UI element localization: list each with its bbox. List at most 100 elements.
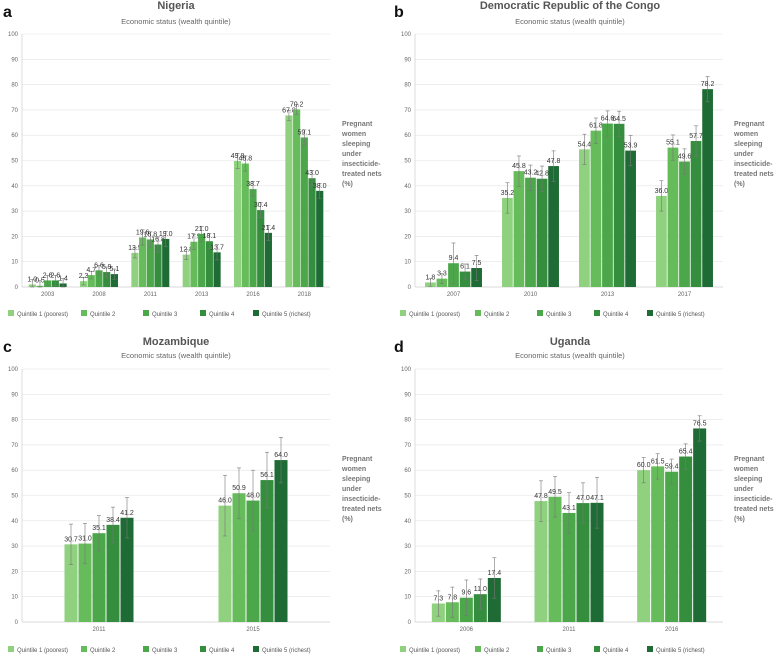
y-tick-label: 60 (404, 133, 411, 139)
legend-label: Quintile 3 (546, 648, 572, 654)
bar (257, 210, 265, 287)
legend-label: Quintile 4 (209, 648, 235, 654)
legend-swatch (143, 310, 149, 316)
y-tick-label: 30 (11, 544, 18, 550)
data-label: 1.8 (426, 274, 436, 281)
y-tick-label: 90 (11, 57, 18, 63)
y-tick-label: 50 (11, 494, 18, 500)
data-label: 16.8 (151, 236, 165, 243)
data-label: 49.8 (231, 153, 245, 160)
legend-swatch (200, 310, 206, 316)
y-tick-label: 70 (404, 108, 411, 114)
bar (64, 544, 78, 622)
y-tick-label: 0 (15, 620, 19, 626)
data-label: 47.8 (534, 493, 548, 500)
chart-subtitle: Economic status (wealth quintile) (515, 351, 625, 360)
y-tick-label: 10 (404, 260, 411, 266)
y-tick-label: 60 (11, 468, 18, 474)
bar (120, 517, 134, 622)
data-label: 17.4 (488, 570, 502, 577)
data-label: 54.4 (578, 141, 592, 148)
bar (232, 493, 246, 622)
data-label: 49.5 (548, 489, 562, 496)
bar (249, 189, 257, 287)
data-label: 43.0 (305, 170, 319, 177)
data-label: 78.2 (701, 81, 715, 88)
data-label: 47.0 (576, 495, 590, 502)
y-tick-label: 10 (11, 595, 18, 601)
bar (246, 500, 260, 622)
data-label: 45.8 (512, 163, 526, 170)
bar (87, 275, 95, 287)
legend-swatch (143, 646, 149, 652)
bar (625, 150, 636, 287)
chart-title: Democratic Republic of the Congo (480, 0, 661, 12)
data-label: 5.1 (110, 266, 120, 273)
x-tick-label: 2008 (92, 292, 106, 298)
side-axis-label: Pregnant women sleeping under insecticide-tr… (733, 456, 774, 523)
y-tick-label: 70 (11, 108, 18, 114)
y-tick-label: 80 (11, 83, 18, 89)
legend-label: Quintile 2 (90, 648, 116, 654)
data-label: 12.8 (179, 247, 193, 254)
side-axis-label: Pregnant women sleeping under insecticide-tr… (341, 456, 382, 523)
data-label: 57.7 (689, 133, 703, 140)
bar (513, 171, 525, 287)
data-label: 21.0 (195, 226, 209, 233)
x-tick-label: 2013 (195, 292, 209, 298)
legend-swatch (81, 310, 87, 316)
bar (300, 137, 308, 287)
bar (679, 161, 690, 287)
data-label: 13.7 (210, 244, 224, 251)
legend-label: Quintile 4 (603, 648, 629, 654)
data-label: 2.6 (43, 272, 53, 279)
bar (92, 533, 106, 622)
x-tick-label: 2011 (563, 627, 577, 633)
bar (103, 272, 111, 287)
data-label: 18.8 (144, 231, 158, 238)
bar (576, 503, 590, 622)
x-tick-label: 2016 (246, 292, 260, 298)
data-label: 3.3 (437, 271, 447, 278)
data-label: 13.5 (128, 245, 142, 252)
legend-label: Quintile 2 (90, 312, 116, 318)
side-axis-label: Pregnant women sleeping under insecticide-tr… (733, 121, 774, 188)
x-tick-label: 2011 (144, 292, 158, 298)
data-label: 59.1 (298, 129, 312, 136)
legend-swatch (475, 646, 481, 652)
y-tick-label: 30 (11, 209, 18, 215)
x-tick-label: 2016 (665, 627, 679, 633)
bar (95, 270, 103, 287)
legend-label: Quintile 5 (richest) (262, 648, 311, 654)
legend-swatch (8, 310, 14, 316)
bar (162, 238, 170, 287)
y-tick-label: 100 (8, 32, 19, 38)
data-label: 35.1 (92, 525, 106, 532)
y-tick-label: 100 (401, 32, 412, 38)
bar (139, 237, 147, 287)
data-label: 48.8 (238, 156, 252, 163)
y-tick-label: 0 (408, 285, 412, 291)
data-label: 30.7 (64, 536, 78, 543)
legend-swatch (647, 310, 653, 316)
data-label: 38.0 (313, 183, 327, 190)
data-label: 64.6 (601, 116, 615, 123)
y-tick-label: 20 (404, 234, 411, 240)
legend-label: Quintile 3 (152, 312, 178, 318)
y-tick-label: 10 (404, 595, 411, 601)
bar (590, 502, 604, 622)
legend-swatch (537, 646, 543, 652)
bar (260, 480, 274, 622)
bar (637, 470, 651, 622)
y-tick-label: 40 (11, 519, 18, 525)
data-label: 36.0 (655, 188, 669, 195)
data-label: 2.3 (79, 273, 89, 280)
data-label: 64.0 (274, 452, 288, 459)
chart-title: Nigeria (157, 0, 195, 12)
bar (667, 147, 679, 287)
data-label: 21.4 (262, 225, 276, 232)
chart-title: Uganda (550, 336, 591, 348)
legend-swatch (81, 646, 87, 652)
y-tick-label: 70 (404, 443, 411, 449)
panel-b: b Democratic Republic of the Congo Economi… (394, 0, 774, 318)
